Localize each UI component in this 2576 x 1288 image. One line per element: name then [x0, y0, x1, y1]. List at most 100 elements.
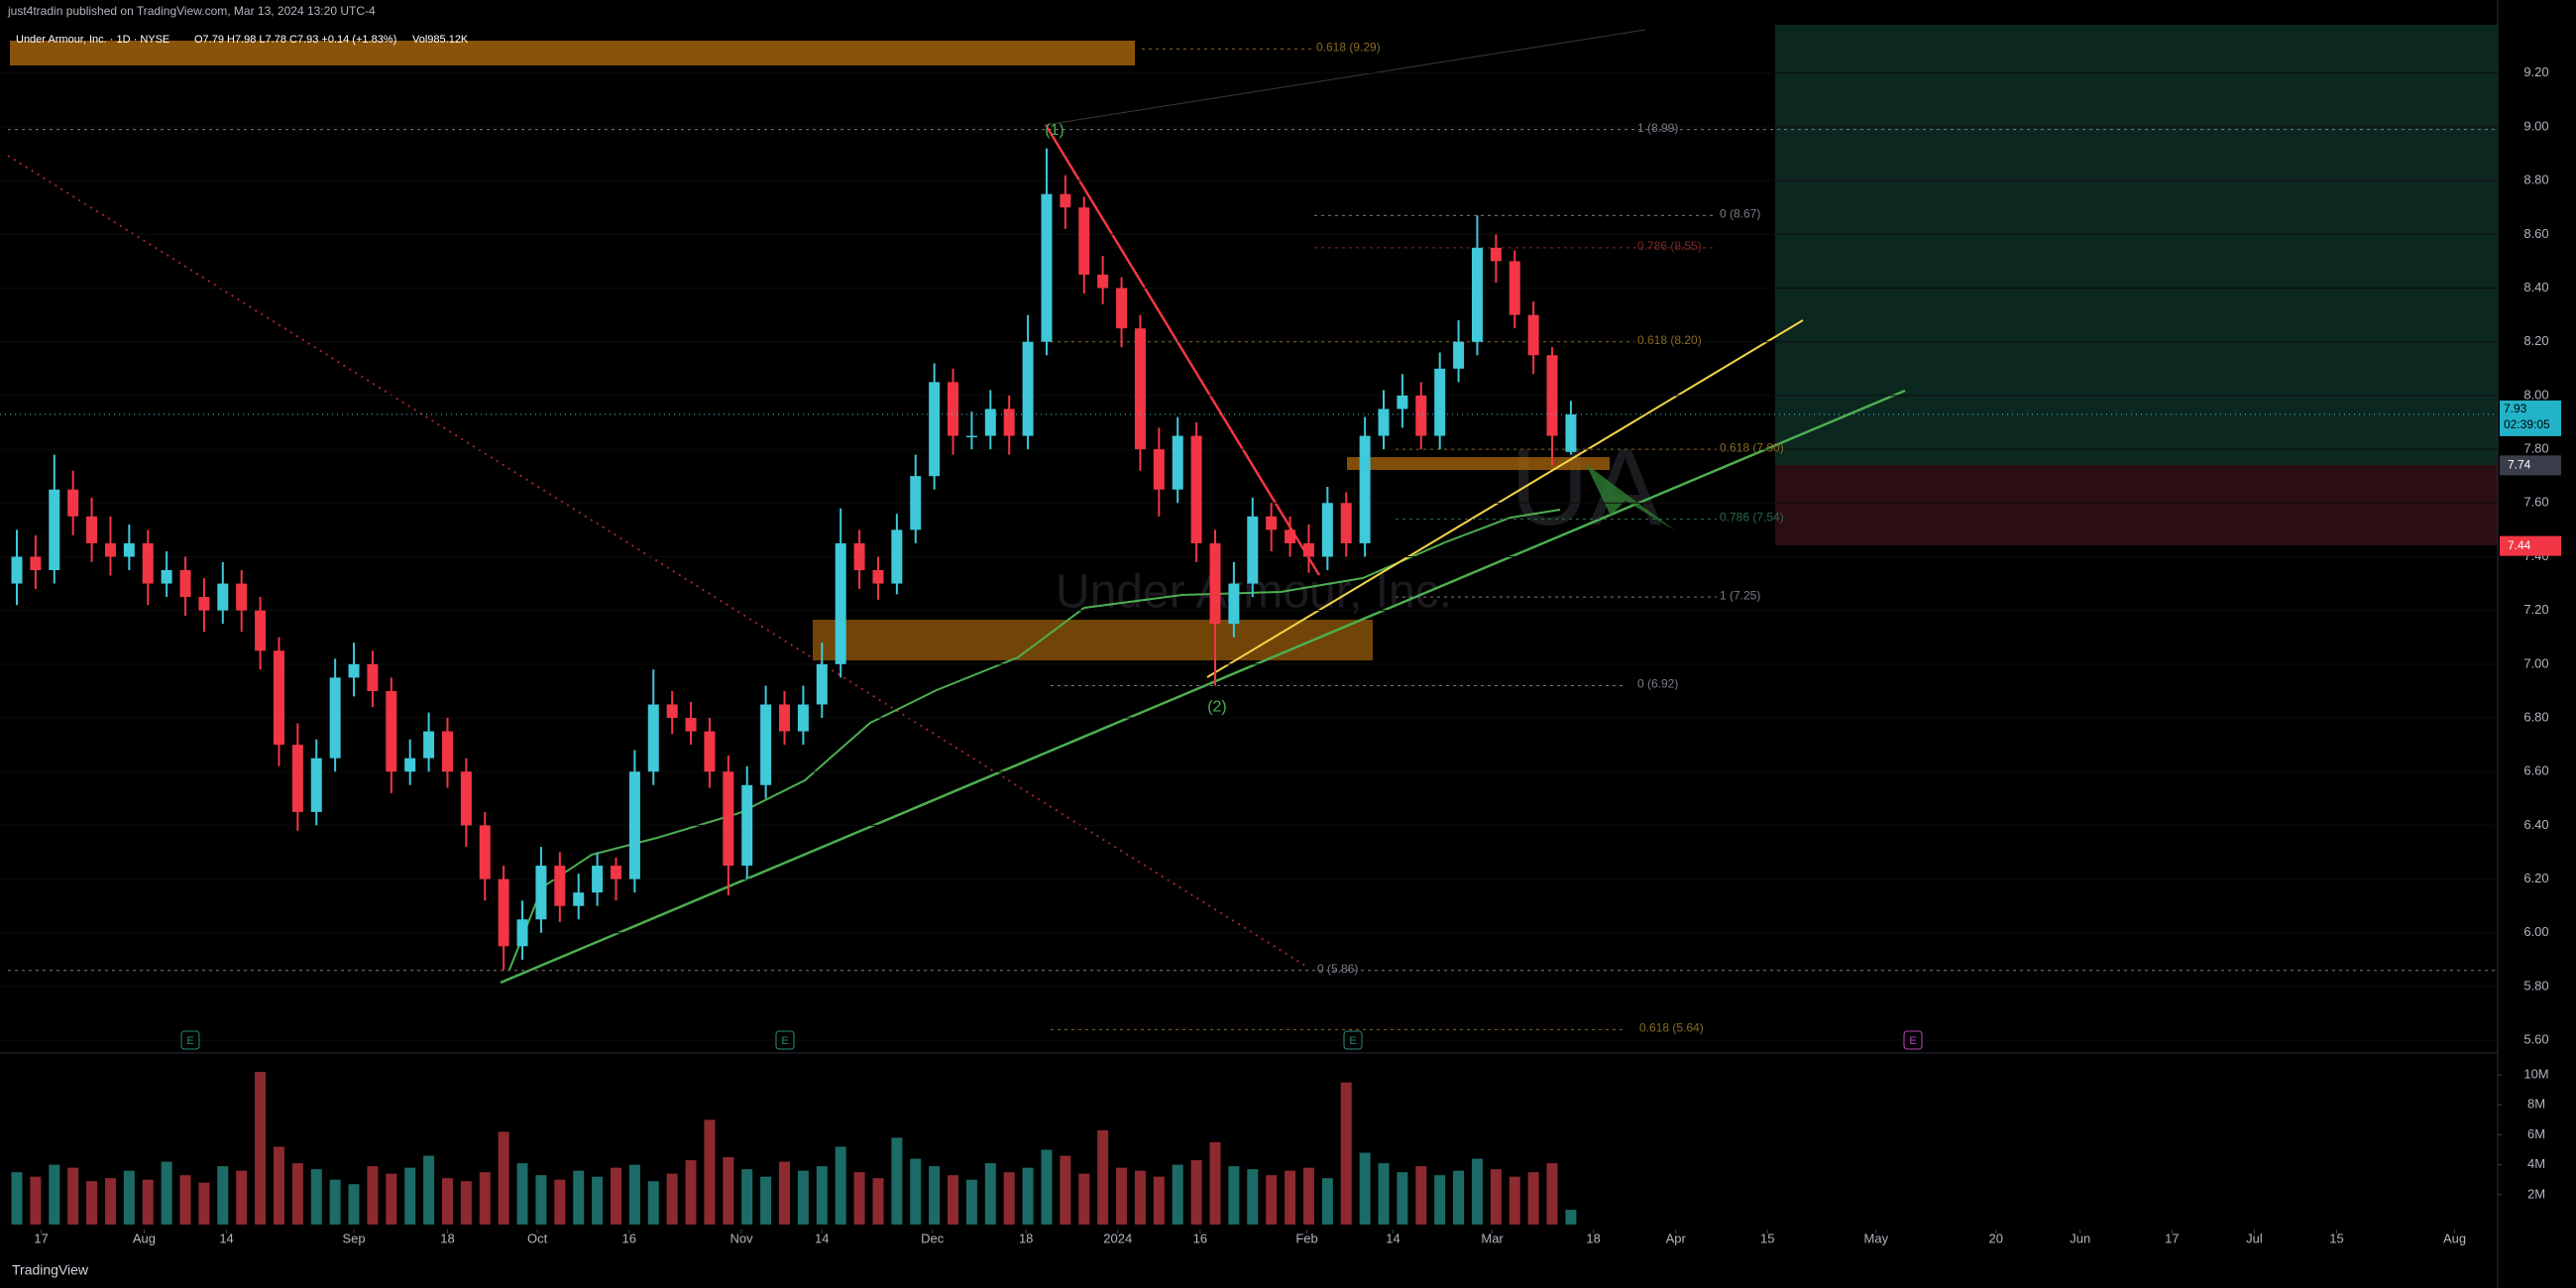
candle-body	[1097, 274, 1109, 289]
volume-bar	[573, 1170, 585, 1225]
y-tick-label: 9.00	[2523, 118, 2548, 133]
volume-bar	[592, 1176, 604, 1225]
candle-body	[891, 529, 903, 584]
zone-box	[10, 41, 1135, 65]
candle-body	[685, 718, 697, 732]
volume-bar	[1022, 1167, 1034, 1225]
event-label: E	[781, 1035, 788, 1047]
fib-label: 0 (5.86)	[1317, 962, 1358, 976]
volume-bar	[929, 1166, 941, 1225]
x-tick-label: 18	[1019, 1230, 1033, 1245]
x-tick-label: 20	[1988, 1230, 2002, 1245]
volume-bar	[11, 1172, 23, 1225]
x-tick-label: Mar	[1481, 1230, 1504, 1245]
x-tick-label: Feb	[1295, 1230, 1317, 1245]
candle-body	[423, 731, 435, 759]
volume-bar	[179, 1175, 191, 1225]
arrow	[1586, 464, 1675, 530]
candle-body	[49, 489, 60, 571]
x-tick-label: 15	[2329, 1230, 2343, 1245]
x-tick-label: May	[1864, 1230, 1889, 1245]
volume-bar	[423, 1155, 435, 1225]
volume-bar	[1078, 1173, 1090, 1225]
watermark-symbol: UA	[1511, 426, 1662, 548]
volume-bar	[386, 1173, 397, 1225]
volume-bar	[535, 1175, 547, 1225]
volume-bar	[460, 1181, 472, 1225]
y-tick-label: 8.00	[2523, 387, 2548, 402]
x-tick-label: Oct	[527, 1230, 548, 1245]
candle-body	[910, 476, 922, 530]
stop-zone	[1775, 465, 2498, 545]
volume-bar	[1302, 1167, 1314, 1225]
x-tick-label: Apr	[1666, 1230, 1687, 1245]
candle-body	[1434, 368, 1446, 436]
candle-body	[1266, 516, 1278, 530]
volume-bar	[1509, 1176, 1520, 1225]
candle-body	[142, 542, 154, 584]
candle-body	[1527, 314, 1539, 356]
candle-body	[1078, 207, 1090, 275]
candle-body	[1321, 503, 1333, 557]
zone-box	[1347, 457, 1610, 470]
candle-body	[11, 556, 23, 584]
volume-bar	[49, 1164, 60, 1225]
trendline-red	[1044, 124, 1321, 576]
candle-body	[404, 758, 416, 772]
volume-bar	[1209, 1142, 1221, 1225]
volume-bar	[984, 1163, 996, 1225]
x-tick-label: 16	[1193, 1230, 1207, 1245]
y-tick-label: 7.60	[2523, 495, 2548, 510]
volume-bar	[1434, 1175, 1446, 1225]
volume-bar	[1172, 1164, 1183, 1225]
candle-body	[984, 409, 996, 436]
candle-body	[1172, 435, 1183, 490]
candle-body	[329, 677, 341, 759]
candle-body	[1228, 583, 1240, 625]
volume-bar	[367, 1166, 379, 1225]
candle-body	[573, 892, 585, 906]
wave-label: (1)	[1045, 122, 1064, 139]
trendline-yellow	[1206, 319, 1804, 678]
candle-body	[779, 704, 791, 732]
candle-body	[1247, 516, 1259, 584]
candle-body	[198, 597, 210, 611]
candle-body	[1022, 341, 1034, 436]
candle-body	[255, 610, 267, 651]
volume-bar	[30, 1176, 42, 1225]
volume-bar	[1546, 1163, 1558, 1225]
volume-bar	[1190, 1160, 1202, 1225]
candle-body	[760, 704, 772, 785]
volume-tick-label: 4M	[2527, 1156, 2545, 1171]
candle-body	[592, 866, 604, 893]
volume-bar	[1041, 1149, 1053, 1225]
candle-body	[386, 690, 397, 772]
candle-body	[1209, 542, 1221, 625]
volume-bar	[516, 1163, 528, 1225]
volume-bar	[1340, 1082, 1352, 1225]
volume-bar	[554, 1179, 566, 1225]
candle-body	[1190, 435, 1202, 543]
candle-body	[929, 382, 941, 477]
volume-bar	[255, 1072, 267, 1225]
volume-bar	[1527, 1172, 1539, 1225]
volume-bar	[1359, 1152, 1371, 1225]
volume-bar	[872, 1178, 884, 1225]
candle-body	[1471, 247, 1483, 342]
publisher: just4tradin published on TradingView.com…	[7, 4, 376, 18]
countdown: 02:39:05	[2504, 417, 2550, 431]
candle-body	[1285, 529, 1296, 543]
volume-bar	[104, 1178, 116, 1225]
x-tick-label: Aug	[133, 1230, 156, 1245]
candle-body	[460, 771, 472, 826]
volume-bar	[142, 1179, 154, 1225]
y-tick-label: 8.20	[2523, 333, 2548, 348]
x-tick-label: 16	[621, 1230, 635, 1245]
price-tag	[2500, 535, 2561, 556]
candle-body	[1340, 503, 1352, 543]
event-marker	[180, 1030, 200, 1050]
volume-bar	[161, 1161, 172, 1225]
fib-label: 0 (6.92)	[1637, 677, 1678, 691]
candle-body	[704, 731, 716, 772]
volume-bar	[948, 1175, 959, 1225]
